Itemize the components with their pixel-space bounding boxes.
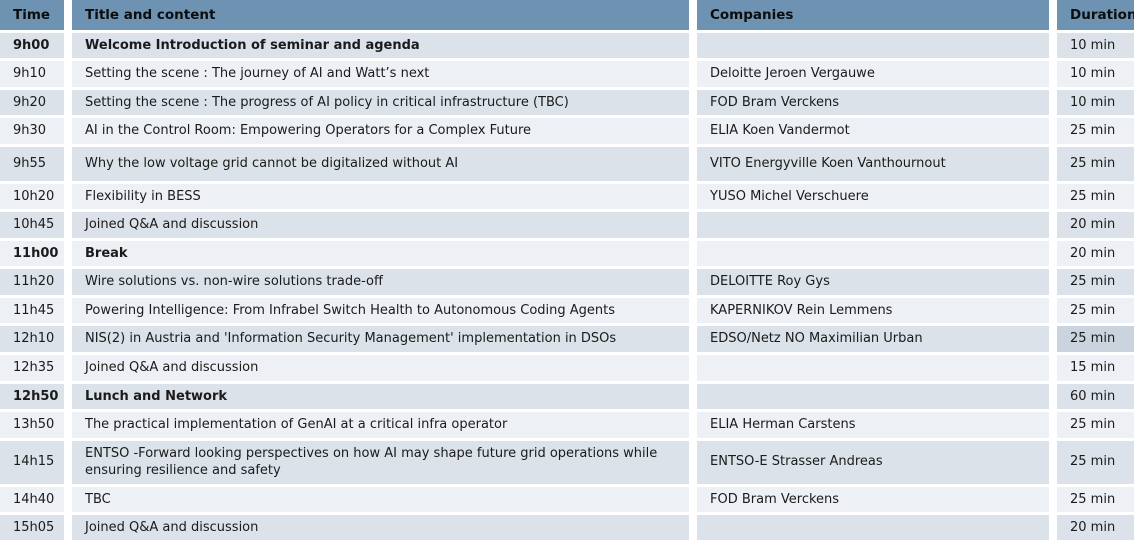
title-cell: Flexibility in BESS bbox=[68, 182, 697, 213]
duration-cell: 10 min bbox=[1053, 59, 1134, 90]
time-cell: 9h55 bbox=[0, 145, 72, 184]
title-cell: Joined Q&A and discussion bbox=[68, 353, 697, 384]
company-cell: FOD Bram Verckens bbox=[693, 88, 1057, 119]
duration-cell: 60 min bbox=[1053, 382, 1134, 413]
time-cell: 15h05 bbox=[0, 513, 72, 540]
agenda-row: 14h15 ENTSO -Forward looking perspectives… bbox=[0, 439, 1134, 487]
duration-cell: 25 min bbox=[1053, 296, 1134, 327]
duration-cell: 10 min bbox=[1053, 88, 1134, 119]
title-cell: Joined Q&A and discussion bbox=[68, 513, 697, 540]
duration-cell: 10 min bbox=[1053, 31, 1134, 62]
title-cell: Powering Intelligence: From Infrabel Swi… bbox=[68, 296, 697, 327]
agenda-row: 12h35 Joined Q&A and discussion 15 min bbox=[0, 353, 1134, 384]
company-cell bbox=[693, 513, 1057, 540]
title-cell: Wire solutions vs. non-wire solutions tr… bbox=[68, 267, 697, 298]
duration-cell: 25 min bbox=[1053, 267, 1134, 298]
title-cell: Break bbox=[68, 239, 697, 270]
time-cell: 11h00 bbox=[0, 239, 72, 270]
column-header-title: Title and content bbox=[68, 0, 697, 33]
time-cell: 12h35 bbox=[0, 353, 72, 384]
company-cell bbox=[693, 382, 1057, 413]
company-cell: ENTSO-E Strasser Andreas bbox=[693, 439, 1057, 487]
agenda-table-header: Time Title and content Companies Duratio… bbox=[0, 0, 1134, 33]
title-cell: TBC bbox=[68, 485, 697, 516]
duration-cell: 20 min bbox=[1053, 513, 1134, 540]
duration-cell: 20 min bbox=[1053, 239, 1134, 270]
agenda-row: 12h50 Lunch and Network 60 min bbox=[0, 382, 1134, 413]
time-cell: 10h45 bbox=[0, 210, 72, 241]
company-cell: KAPERNIKOV Rein Lemmens bbox=[693, 296, 1057, 327]
agenda-row: 9h30 AI in the Control Room: Empowering O… bbox=[0, 116, 1134, 147]
title-cell: AI in the Control Room: Empowering Opera… bbox=[68, 116, 697, 147]
agenda-row: 9h20 Setting the scene : The progress of … bbox=[0, 88, 1134, 119]
time-cell: 11h20 bbox=[0, 267, 72, 298]
time-cell: 14h15 bbox=[0, 439, 72, 487]
column-header-companies: Companies bbox=[693, 0, 1057, 33]
title-cell: Joined Q&A and discussion bbox=[68, 210, 697, 241]
time-cell: 10h20 bbox=[0, 182, 72, 213]
agenda-row: 9h00 Welcome Introduction of seminar and … bbox=[0, 31, 1134, 62]
agenda-row: 10h20 Flexibility in BESS YUSO Michel Vers… bbox=[0, 182, 1134, 213]
duration-cell: 15 min bbox=[1053, 353, 1134, 384]
title-cell: Setting the scene : The progress of AI p… bbox=[68, 88, 697, 119]
title-cell: Lunch and Network bbox=[68, 382, 697, 413]
company-cell: ELIA Herman Carstens bbox=[693, 410, 1057, 441]
time-cell: 13h50 bbox=[0, 410, 72, 441]
company-cell: VITO Energyville Koen Vanthournout bbox=[693, 145, 1057, 184]
column-header-time: Time bbox=[0, 0, 72, 33]
column-header-duration: Duration bbox=[1053, 0, 1134, 33]
title-cell: Setting the scene : The journey of AI an… bbox=[68, 59, 697, 90]
company-cell bbox=[693, 210, 1057, 241]
agenda-row: 11h20 Wire solutions vs. non-wire solutio… bbox=[0, 267, 1134, 298]
time-cell: 9h20 bbox=[0, 88, 72, 119]
agenda-row: 10h45 Joined Q&A and discussion 20 min bbox=[0, 210, 1134, 241]
agenda-row: 12h10 NIS(2) in Austria and 'Information … bbox=[0, 324, 1134, 355]
agenda-row: 14h40 TBC FOD Bram Verckens 25 min bbox=[0, 485, 1134, 516]
time-cell: 9h30 bbox=[0, 116, 72, 147]
time-cell: 9h00 bbox=[0, 31, 72, 62]
agenda-row: 11h00 Break 20 min bbox=[0, 239, 1134, 270]
duration-cell: 25 min bbox=[1053, 485, 1134, 516]
agenda-row: 13h50 The practical implementation of Gen… bbox=[0, 410, 1134, 441]
company-cell: FOD Bram Verckens bbox=[693, 485, 1057, 516]
time-cell: 9h10 bbox=[0, 59, 72, 90]
company-cell: ELIA Koen Vandermot bbox=[693, 116, 1057, 147]
duration-cell: 25 min bbox=[1053, 116, 1134, 147]
time-cell: 14h40 bbox=[0, 485, 72, 516]
agenda-row: 11h45 Powering Intelligence: From Infrabe… bbox=[0, 296, 1134, 327]
agenda-row: 9h55 Why the low voltage grid cannot be d… bbox=[0, 145, 1134, 184]
title-cell: Why the low voltage grid cannot be digit… bbox=[68, 145, 697, 184]
time-cell: 12h50 bbox=[0, 382, 72, 413]
duration-cell: 25 min bbox=[1053, 182, 1134, 213]
title-cell: ENTSO -Forward looking perspectives on h… bbox=[68, 439, 697, 487]
company-cell: EDSO/Netz NO Maximilian Urban bbox=[693, 324, 1057, 355]
header-row: Time Title and content Companies Duratio… bbox=[0, 0, 1134, 33]
duration-cell: 25 min bbox=[1053, 439, 1134, 487]
duration-cell: 20 min bbox=[1053, 210, 1134, 241]
company-cell: DELOITTE Roy Gys bbox=[693, 267, 1057, 298]
duration-cell: 25 min bbox=[1053, 410, 1134, 441]
title-cell: NIS(2) in Austria and 'Information Secur… bbox=[68, 324, 697, 355]
company-cell: YUSO Michel Verschuere bbox=[693, 182, 1057, 213]
duration-cell: 25 min bbox=[1053, 324, 1134, 355]
company-cell: Deloitte Jeroen Vergauwe bbox=[693, 59, 1057, 90]
agenda-table-body: 9h00 Welcome Introduction of seminar and … bbox=[0, 31, 1134, 540]
title-cell: Welcome Introduction of seminar and agen… bbox=[68, 31, 697, 62]
agenda-row: 15h05 Joined Q&A and discussion 20 min bbox=[0, 513, 1134, 540]
time-cell: 12h10 bbox=[0, 324, 72, 355]
agenda-row: 9h10 Setting the scene : The journey of A… bbox=[0, 59, 1134, 90]
title-cell: The practical implementation of GenAI at… bbox=[68, 410, 697, 441]
company-cell bbox=[693, 353, 1057, 384]
time-cell: 11h45 bbox=[0, 296, 72, 327]
duration-cell: 25 min bbox=[1053, 145, 1134, 184]
company-cell bbox=[693, 239, 1057, 270]
company-cell bbox=[693, 31, 1057, 62]
